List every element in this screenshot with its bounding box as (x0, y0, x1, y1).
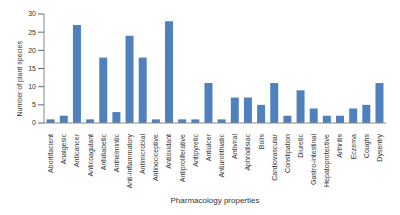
svg-text:Anticoagulant: Anticoagulant (87, 134, 95, 176)
svg-text:Number of plant species: Number of plant species (16, 41, 24, 117)
svg-text:15: 15 (28, 65, 36, 72)
svg-text:Pharmacology properties: Pharmacology properties (171, 196, 260, 205)
svg-text:Coughs: Coughs (363, 134, 371, 159)
svg-text:Analgesic: Analgesic (60, 134, 68, 165)
svg-text:Antiurolithiatic: Antiurolithiatic (218, 134, 225, 178)
svg-text:Aphrodisiac: Aphrodisiac (244, 134, 252, 171)
svg-text:Antioxidant: Antioxidant (165, 134, 172, 169)
svg-text:Antimicrobial: Antimicrobial (139, 134, 146, 175)
svg-text:25: 25 (28, 29, 36, 36)
svg-text:Cardiovascular: Cardiovascular (271, 133, 278, 180)
svg-text:Eczema: Eczema (350, 134, 357, 159)
svg-text:0: 0 (32, 119, 36, 126)
svg-text:Antiviral: Antiviral (231, 134, 238, 159)
svg-text:Diuretic: Diuretic (297, 134, 304, 158)
svg-text:Antiproliferative: Antiproliferative (179, 134, 187, 182)
svg-text:Anthelmintic: Anthelmintic (113, 134, 120, 173)
svg-text:Constipation: Constipation (284, 134, 292, 173)
svg-text:Anticancer: Anticancer (73, 133, 80, 167)
svg-text:Abortifacient: Abortifacient (47, 134, 54, 173)
svg-text:Antinociceptive: Antinociceptive (152, 134, 160, 181)
svg-text:Gastro-intestinal: Gastro-intestinal (310, 134, 317, 185)
svg-text:Anti-inflammatory: Anti-inflammatory (126, 134, 134, 189)
svg-text:Hepatoprotective: Hepatoprotective (323, 134, 331, 187)
svg-text:Boils: Boils (258, 134, 265, 150)
svg-text:Antidiabetic: Antidiabetic (100, 134, 107, 171)
svg-text:5: 5 (32, 101, 36, 108)
svg-text:20: 20 (28, 47, 36, 54)
svg-text:Antipyretic: Antipyretic (192, 134, 200, 167)
svg-text:10: 10 (28, 83, 36, 90)
svg-text:30: 30 (28, 10, 36, 17)
svg-text:Arthritis: Arthritis (336, 134, 343, 158)
svg-text:Antiulcer: Antiulcer (205, 133, 212, 161)
svg-text:Dysentry: Dysentry (376, 134, 384, 162)
